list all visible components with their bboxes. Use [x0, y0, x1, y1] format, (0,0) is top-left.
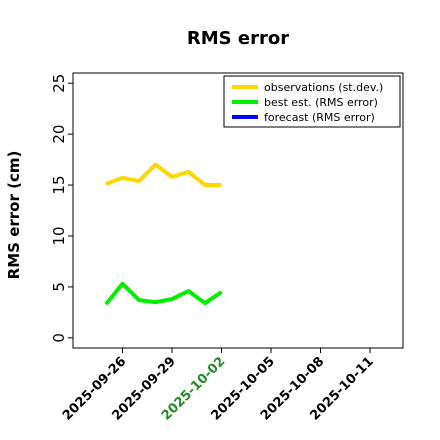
y-tick-label: 0: [50, 333, 68, 343]
chart-title: RMS error: [187, 28, 289, 49]
y-tick-label: 25: [50, 74, 68, 93]
legend-label: forecast (RMS error): [264, 111, 375, 124]
y-tick-label: 10: [50, 226, 68, 245]
series-line: [105, 162, 222, 187]
legend-label: best est. (RMS error): [264, 96, 378, 109]
legend: observations (st.dev.) best est. (RMS err…: [223, 75, 401, 128]
y-tick-label: 20: [50, 125, 68, 144]
plot-frame: [72, 72, 404, 349]
legend-label: observations (st.dev.): [264, 81, 383, 94]
y-tick-label: 15: [50, 175, 68, 194]
y-axis-label: RMS error (cm): [5, 151, 23, 280]
y-tick-label: 5: [50, 282, 68, 292]
series-line: [104, 281, 223, 306]
